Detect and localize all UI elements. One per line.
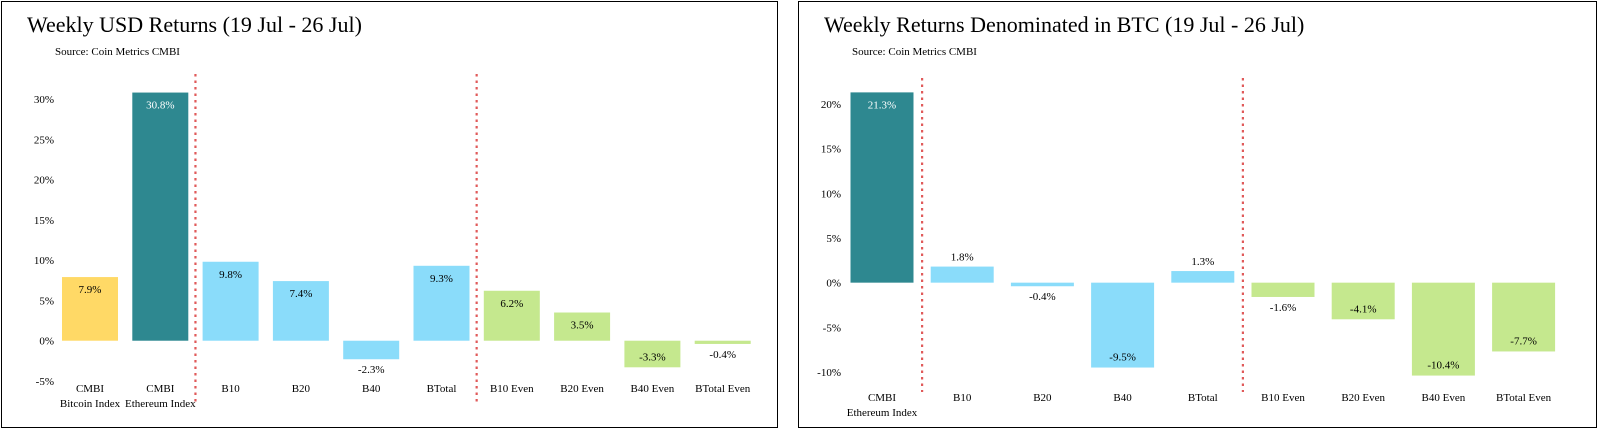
data-label: -0.4% <box>1029 291 1056 303</box>
y-tick-label: 15% <box>34 215 54 227</box>
category-label: B20 <box>1033 392 1052 404</box>
bar <box>132 92 189 341</box>
bar <box>1091 282 1155 368</box>
data-label: 9.8% <box>219 269 242 281</box>
category-label: CMBI <box>146 383 174 395</box>
category-label: B20 Even <box>1341 392 1385 404</box>
category-label: B20 <box>292 383 311 395</box>
y-tick-label: -5% <box>36 376 54 388</box>
y-tick-label: 0% <box>39 336 54 348</box>
data-label: 3.5% <box>571 320 594 332</box>
bar <box>850 92 914 283</box>
category-label: Bitcoin Index <box>60 398 121 410</box>
bar <box>1251 282 1315 297</box>
data-label: 1.8% <box>951 252 974 264</box>
bar <box>930 266 994 283</box>
category-label: B20 Even <box>560 383 604 395</box>
data-label: 6.2% <box>500 298 523 310</box>
data-label: 30.8% <box>146 100 174 112</box>
bar <box>1492 282 1556 352</box>
data-label: 1.3% <box>1191 256 1214 268</box>
bar <box>554 312 611 341</box>
bar <box>343 340 400 360</box>
y-tick-label: 20% <box>34 175 54 187</box>
category-label: BTotal <box>427 383 457 395</box>
category-label: BTotal Even <box>1496 392 1552 404</box>
category-label: CMBI <box>868 392 896 404</box>
chart-source: Source: Coin Metrics CMBI <box>55 46 180 58</box>
y-tick-label: -5% <box>823 322 841 334</box>
chart-title: Weekly Returns Denominated in BTC (19 Ju… <box>824 12 1305 37</box>
category-label: B40 <box>362 383 381 395</box>
y-tick-label: 10% <box>34 255 54 267</box>
category-label: B10 <box>953 392 972 404</box>
bar <box>62 277 118 341</box>
data-label: -1.6% <box>1270 302 1297 314</box>
bar <box>1010 282 1074 287</box>
data-label: 7.9% <box>79 284 102 296</box>
btc-returns-chart-panel: Weekly Returns Denominated in BTC (19 Ju… <box>798 1 1597 428</box>
data-label: -0.4% <box>709 349 736 361</box>
bar <box>272 281 329 341</box>
y-tick-label: 25% <box>34 134 54 146</box>
y-tick-label: 10% <box>821 188 841 200</box>
y-tick-label: -10% <box>817 367 841 379</box>
data-label: 7.4% <box>289 288 312 300</box>
category-label: CMBI <box>76 383 104 395</box>
category-label: B10 Even <box>490 383 534 395</box>
data-label: -7.7% <box>1510 335 1537 347</box>
category-label: B40 Even <box>631 383 675 395</box>
category-label: Ethereum Index <box>125 398 196 410</box>
bar <box>483 290 540 341</box>
data-label: 21.3% <box>868 99 896 111</box>
data-label: -4.1% <box>1350 303 1377 315</box>
data-label: -2.3% <box>358 364 385 376</box>
chart-source: Source: Coin Metrics CMBI <box>852 46 977 58</box>
bar <box>624 340 681 368</box>
category-label: B10 <box>221 383 240 395</box>
category-label: B10 Even <box>1261 392 1305 404</box>
bar <box>1331 282 1395 320</box>
y-tick-label: 30% <box>34 94 54 106</box>
data-label: -3.3% <box>639 351 666 363</box>
category-label: Ethereum Index <box>847 407 918 419</box>
category-label: B40 <box>1113 392 1132 404</box>
y-tick-label: 15% <box>821 144 841 156</box>
bar <box>202 261 259 341</box>
y-tick-label: 20% <box>821 99 841 111</box>
data-label: -10.4% <box>1427 360 1459 372</box>
bar <box>694 340 751 344</box>
data-label: -9.5% <box>1109 352 1136 364</box>
category-label: BTotal <box>1188 392 1218 404</box>
y-tick-label: 0% <box>826 278 841 290</box>
y-tick-label: 5% <box>39 295 54 307</box>
bar <box>1411 282 1475 376</box>
y-tick-label: 5% <box>826 233 841 245</box>
usd-returns-chart-panel: Weekly USD Returns (19 Jul - 26 Jul) Sou… <box>1 1 778 428</box>
bar <box>413 265 470 341</box>
category-label: B40 Even <box>1422 392 1466 404</box>
chart-title: Weekly USD Returns (19 Jul - 26 Jul) <box>27 12 362 37</box>
category-label: BTotal Even <box>695 383 751 395</box>
btc-returns-bar-chart: -10% -5% 0% 5% 10% 15% 20% 21.3% CMBI Ethereum In… <box>817 78 1556 419</box>
bar <box>1171 271 1235 283</box>
data-label: 9.3% <box>430 273 453 285</box>
usd-returns-bar-chart: -5% 0% 5% 10% 15% 20% 25% 30% 7.9% CMBI Bitcoin In… <box>34 74 751 410</box>
